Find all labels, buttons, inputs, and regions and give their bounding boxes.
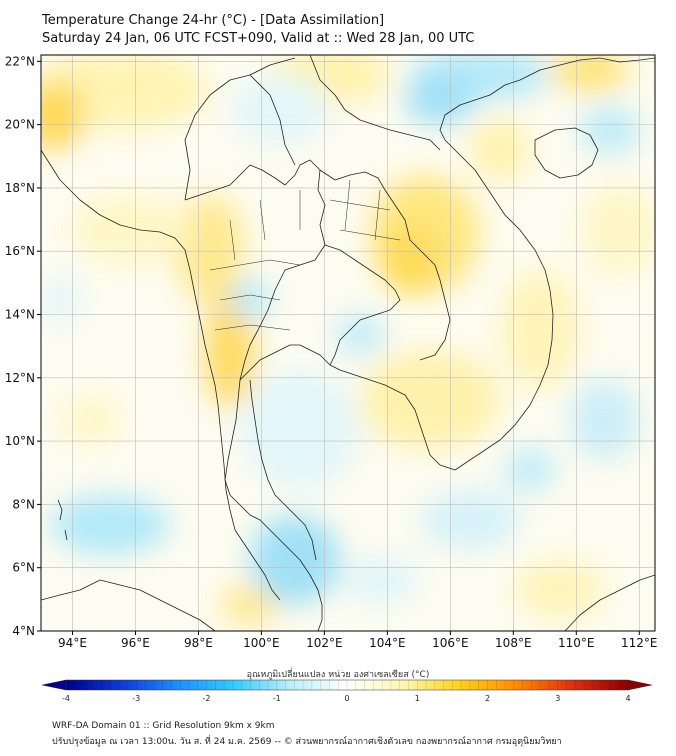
colorbar-title: อุณหภูมิเปลี่ยนแปลง หน่วย องศาเซลเซียส (… xyxy=(246,670,430,680)
colorbar-tick-label: -3 xyxy=(132,694,140,703)
graticule xyxy=(41,55,655,631)
coastline-hainan xyxy=(534,127,599,179)
lat-tick-label: 10°N xyxy=(5,434,35,448)
map-subtitle: Saturday 24 Jan, 06 UTC FCST+090, Valid … xyxy=(42,31,475,46)
colorbar-tick-label: -2 xyxy=(203,694,211,703)
lat-tick-label: 18°N xyxy=(5,181,35,195)
border-thailand-cambodia xyxy=(324,244,401,366)
lat-tick-label: 14°N xyxy=(5,308,35,322)
footer-domain-info: WRF-DA Domain 01 :: Grid Resolution 9km … xyxy=(52,721,275,731)
colorbar-tick-label: -4 xyxy=(62,694,70,703)
colorbar-bar xyxy=(65,679,629,691)
lat-tick-label: 6°N xyxy=(12,561,35,575)
coastline-sumatra xyxy=(99,579,216,631)
andaman-islands xyxy=(57,499,68,541)
lat-tick-label: 16°N xyxy=(5,244,35,258)
lon-tick-label: 102°E xyxy=(306,636,343,650)
footer-update-info: ปรับปรุงข้อมูล ณ เวลา 13:00น. วัน ส. ที่… xyxy=(52,737,562,747)
lon-tick-label: 98°E xyxy=(184,636,213,650)
lat-tick-label: 12°N xyxy=(5,371,35,385)
lon-tick-label: 106°E xyxy=(432,636,469,650)
colorbar-left-arrow xyxy=(41,679,67,691)
lon-tick-label: 100°E xyxy=(243,636,280,650)
lon-tick-label: 104°E xyxy=(369,636,406,650)
border-myanmar-thailand xyxy=(184,159,326,381)
axis-ticks: 22°N 20°N 18°N 16°N 14°N 12°N 10°N 8°N 6°N 4°N 94°… xyxy=(5,54,658,650)
colorbar-tick-label: 3 xyxy=(555,694,560,703)
border-laos-vietnam xyxy=(319,169,451,361)
lon-tick-label: 108°E xyxy=(495,636,532,650)
colorbar-right-arrow xyxy=(627,679,653,691)
colorbar-tick-label: 4 xyxy=(625,694,630,703)
lon-tick-label: 112°E xyxy=(621,636,658,650)
lon-tick-label: 96°E xyxy=(121,636,150,650)
lat-tick-label: 22°N xyxy=(5,54,35,68)
lat-tick-label: 4°N xyxy=(12,624,35,638)
colorbar: -4 -3 -2 -1 0 1 2 3 4 xyxy=(41,679,653,703)
coastline-borneo xyxy=(564,574,655,631)
coastline-south-china xyxy=(599,57,655,63)
colorbar-tick-label: 2 xyxy=(485,694,490,703)
colorbar-tick-label: 1 xyxy=(415,694,420,703)
temperature-field xyxy=(41,55,655,631)
map-frame xyxy=(40,54,656,632)
colorbar-tick-label: -1 xyxy=(273,694,281,703)
coastlines xyxy=(41,55,655,631)
lat-tick-label: 20°N xyxy=(5,118,35,132)
lon-tick-label: 94°E xyxy=(58,636,87,650)
map-title: Temperature Change 24-hr (°C) - [Data As… xyxy=(42,13,385,28)
colorbar-tick-label: 0 xyxy=(344,694,349,703)
lon-tick-label: 110°E xyxy=(558,636,595,650)
coastline-gulf-thailand xyxy=(239,57,601,471)
coastline-malay-peninsula xyxy=(224,379,323,631)
coastline-myanmar-west xyxy=(41,149,281,601)
lat-tick-label: 8°N xyxy=(12,497,35,511)
